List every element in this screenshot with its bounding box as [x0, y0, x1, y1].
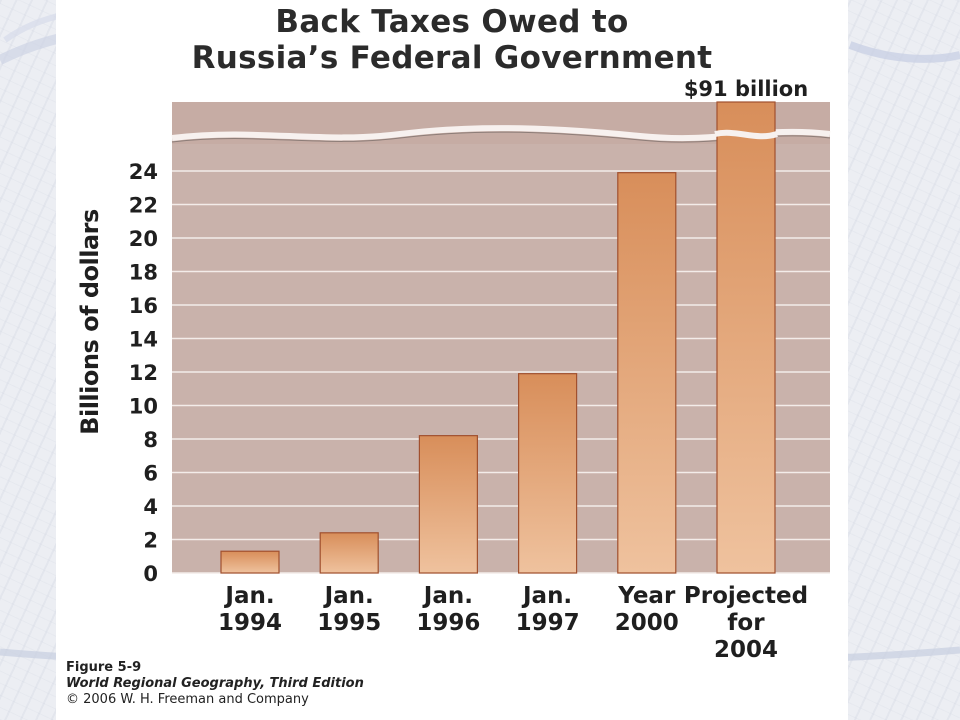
data-label: $91 billion	[684, 77, 808, 101]
y-tick-label: 20	[129, 227, 158, 251]
x-tick-label: Jan.	[521, 583, 572, 609]
y-tick-label: 4	[143, 495, 158, 519]
x-tick-label: 1995	[317, 610, 381, 636]
chart-title: Back Taxes Owed to Russia’s Federal Gove…	[56, 4, 848, 76]
y-tick-label: 14	[129, 328, 158, 352]
bar-4	[617, 172, 677, 574]
x-tick-label: 2000	[615, 610, 679, 636]
bar-5	[716, 101, 776, 574]
figure-credit: Figure 5-9 World Regional Geography, Thi…	[66, 660, 364, 708]
figure-label: Figure 5-9	[66, 660, 142, 675]
y-tick-label: 24	[129, 160, 158, 184]
x-tick-label: for	[727, 610, 765, 636]
x-tick-label: 1994	[218, 610, 282, 636]
copyright: © 2006 W. H. Freeman and Company	[66, 692, 309, 707]
x-tick-label: Jan.	[323, 583, 374, 609]
y-tick-label: 6	[143, 462, 158, 486]
x-tick-label: 1997	[516, 610, 580, 636]
y-tick-label: 0	[143, 562, 158, 586]
y-tick-label: 18	[129, 261, 158, 285]
x-tick-label: Jan.	[422, 583, 473, 609]
y-tick-label: 8	[143, 428, 158, 452]
title-line-2: Russia’s Federal Government	[191, 40, 713, 76]
x-tick-label: Projected	[684, 583, 808, 609]
x-tick-label: 2004	[714, 637, 778, 663]
y-tick-label: 10	[129, 395, 158, 419]
book-title: World Regional Geography, Third Edition	[66, 676, 364, 691]
x-tick-label: Jan.	[223, 583, 274, 609]
bar-3	[517, 373, 578, 574]
y-tick-label: 12	[129, 361, 158, 385]
x-tick-label: 1996	[416, 610, 480, 636]
y-tick-label: 2	[143, 529, 158, 553]
bar-0	[220, 550, 280, 574]
y-tick-label: 22	[129, 194, 158, 218]
bar-2	[418, 435, 478, 574]
y-tick-label: 16	[129, 294, 158, 318]
bar-1	[319, 532, 379, 574]
bar-break-line	[714, 129, 778, 140]
title-line-1: Back Taxes Owed to	[275, 4, 629, 40]
x-tick-label: Year	[617, 583, 676, 609]
